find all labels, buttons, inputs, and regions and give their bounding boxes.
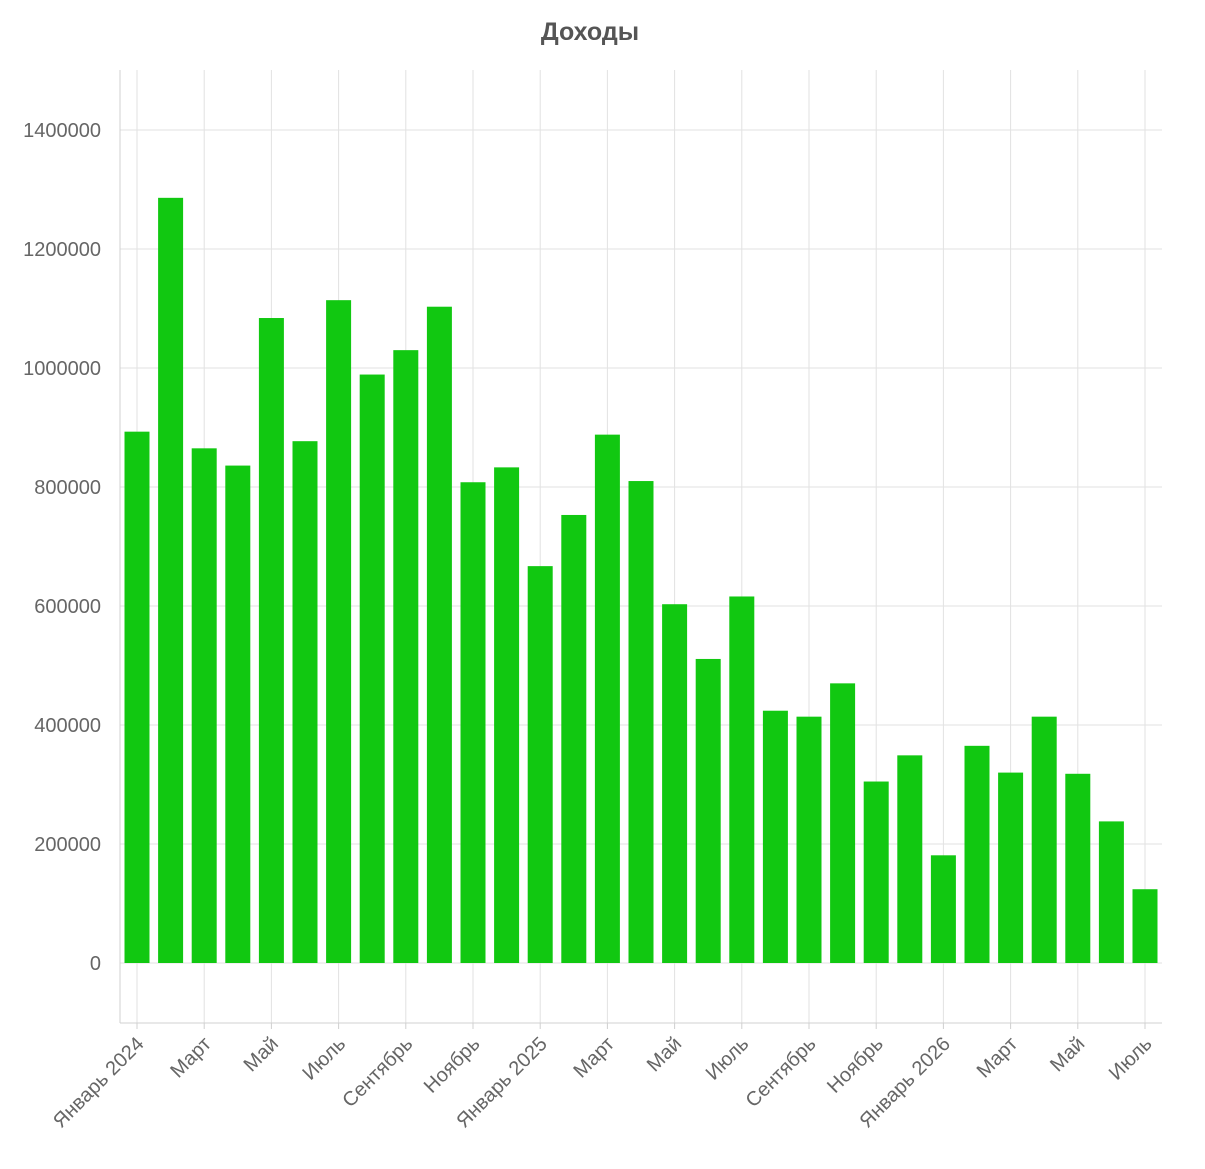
bar-2025-11 xyxy=(863,781,889,963)
bar-2026-03 xyxy=(998,772,1024,963)
x-tick-label: Май xyxy=(240,1033,283,1076)
bar-2024-03 xyxy=(191,448,217,963)
bar-2025-10 xyxy=(830,683,856,963)
x-tick-label: Ноябрь xyxy=(823,1033,888,1098)
bar-2025-05 xyxy=(662,604,688,963)
bar-2025-06 xyxy=(695,658,721,963)
x-tick-label: Сентябрь xyxy=(742,1033,821,1112)
bar-2025-07 xyxy=(729,596,755,963)
bar-2024-05 xyxy=(258,318,284,963)
y-tick-label: 600000 xyxy=(34,596,101,618)
x-tick-label: Июль xyxy=(298,1033,350,1085)
x-tick-label: Март xyxy=(570,1033,619,1082)
axes xyxy=(119,70,1162,1029)
x-tick-label: Май xyxy=(643,1033,686,1076)
bar-2024-01 xyxy=(124,431,150,963)
bar-2025-09 xyxy=(796,716,822,963)
bar-2024-04 xyxy=(225,465,251,963)
y-tick-label: 400000 xyxy=(34,715,101,737)
x-tick-label: Март xyxy=(166,1033,215,1082)
bars xyxy=(124,197,1158,964)
x-tick-label: Март xyxy=(973,1033,1022,1082)
bar-2026-06 xyxy=(1098,821,1124,963)
x-tick-label: Январь 2024 xyxy=(49,1033,148,1132)
y-axis-tick-labels: 0 200000 400000 600000 800000 1000000 1200000 1… xyxy=(23,120,101,975)
bar-2024-11 xyxy=(460,482,486,963)
bar-2025-12 xyxy=(897,755,923,963)
x-tick-label: Июль xyxy=(1105,1033,1157,1085)
bar-2026-04 xyxy=(1031,716,1057,963)
bar-2025-03 xyxy=(594,434,620,963)
x-tick-label: Июль xyxy=(702,1033,754,1085)
bar-2026-05 xyxy=(1065,773,1091,963)
bar-2025-08 xyxy=(762,710,788,963)
bar-2024-09 xyxy=(393,350,419,963)
bar-2024-02 xyxy=(158,197,184,963)
chart-title: Доходы xyxy=(540,18,640,46)
bar-2025-02 xyxy=(561,514,587,963)
y-tick-label: 1000000 xyxy=(23,358,101,380)
y-tick-label: 1400000 xyxy=(23,120,101,142)
bar-2024-10 xyxy=(426,306,452,964)
y-tick-label: 0 xyxy=(90,953,101,975)
x-tick-label: Сентябрь xyxy=(338,1033,417,1112)
y-tick-label: 800000 xyxy=(34,477,101,499)
bar-2024-08 xyxy=(359,374,385,963)
bar-2025-04 xyxy=(628,481,654,963)
y-tick-label: 200000 xyxy=(34,834,101,856)
bar-2025-01 xyxy=(527,566,553,963)
y-tick-label: 1200000 xyxy=(23,239,101,261)
bar-2026-02 xyxy=(964,745,990,963)
bar-2026-01 xyxy=(930,855,956,963)
bar-2024-07 xyxy=(326,300,352,963)
x-tick-label: Ноябрь xyxy=(420,1033,485,1098)
bar-2024-06 xyxy=(292,441,318,963)
bar-2024-12 xyxy=(494,467,520,963)
x-tick-label: Май xyxy=(1046,1033,1089,1076)
bar-2026-07 xyxy=(1132,889,1158,963)
